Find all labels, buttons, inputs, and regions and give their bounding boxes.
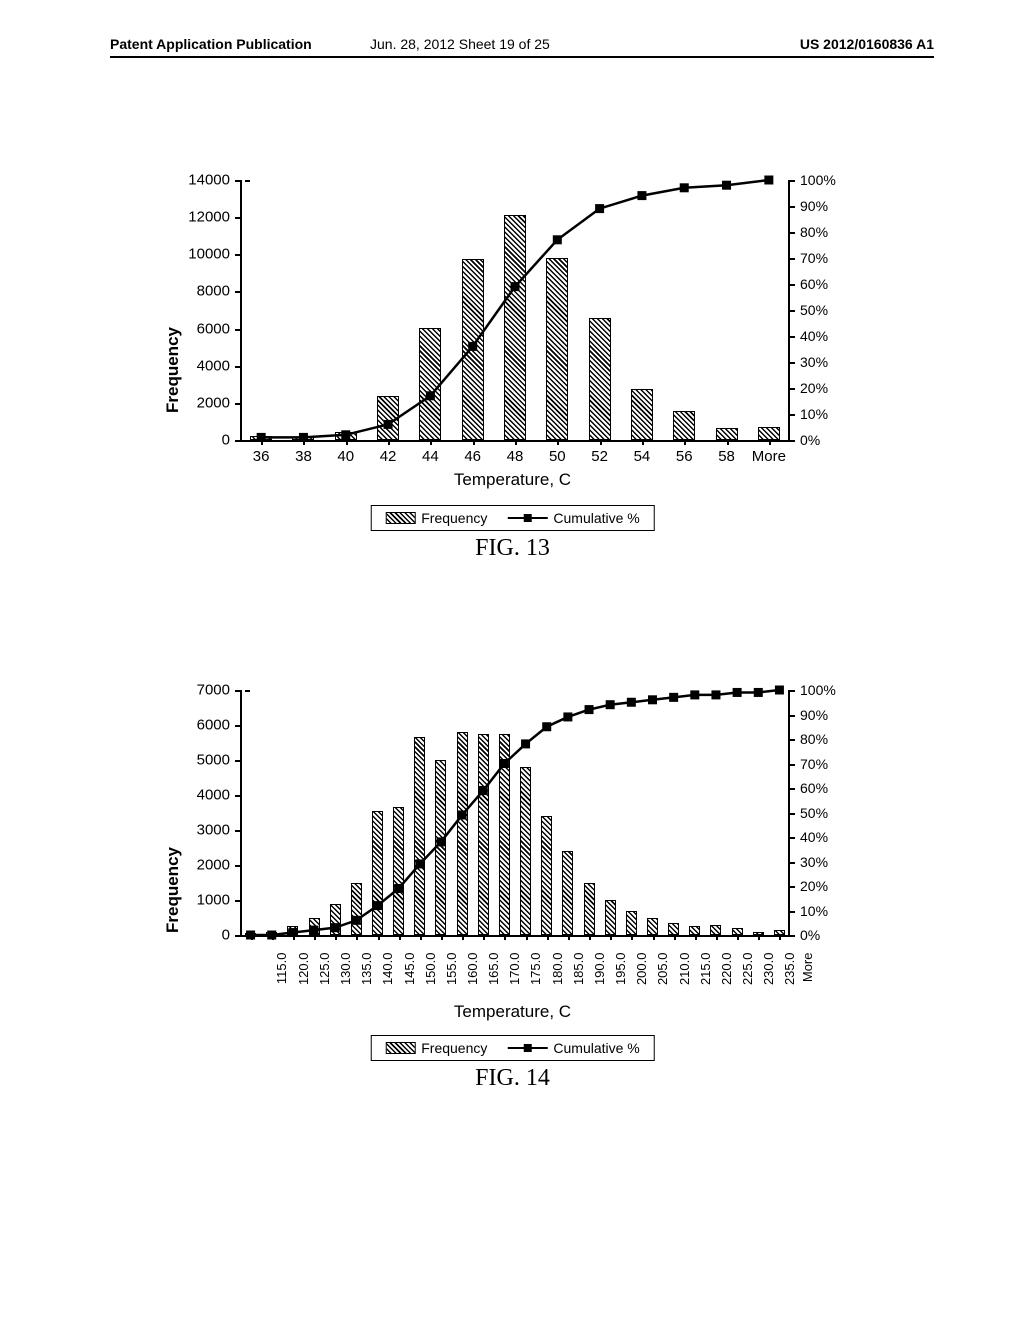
x-tick-label: 225.0: [740, 953, 755, 986]
legend-frequency-label-14: Frequency: [421, 1040, 487, 1056]
x-tick-label: 52: [591, 448, 608, 465]
figure-14-chart: Frequency 010002000300040005000600070000…: [140, 690, 885, 1090]
fig14-x-axis-title: Temperature, C: [454, 1002, 571, 1022]
x-tick-label: 56: [676, 448, 693, 465]
x-tick-label: 195.0: [613, 953, 628, 986]
x-tick-label: 190.0: [592, 953, 607, 986]
figure-13-chart: Frequency 020004000600080001000012000140…: [140, 180, 885, 560]
fig13-caption: FIG. 13: [475, 535, 550, 562]
fig14-legend: Frequency Cumulative %: [370, 1035, 655, 1061]
cumulative-line-svg: [140, 180, 850, 450]
x-tick-label: 215.0: [698, 953, 713, 986]
x-tick-label: 235.0: [782, 953, 797, 986]
x-tick-label: 140.0: [380, 953, 395, 986]
header-date-sheet: Jun. 28, 2012 Sheet 19 of 25: [370, 36, 550, 52]
x-tick-label: 130.0: [338, 953, 353, 986]
x-tick-label: 125.0: [317, 953, 332, 986]
fig13-legend: Frequency Cumulative %: [370, 505, 655, 531]
x-tick-label: More: [752, 448, 786, 465]
x-tick-label: 54: [634, 448, 651, 465]
x-tick-label: 145.0: [402, 953, 417, 986]
fig13-x-axis-title: Temperature, C: [454, 470, 571, 490]
x-tick-label: 160.0: [465, 953, 480, 986]
legend-cumulative-swatch-14: [507, 1047, 547, 1049]
x-tick-label: 150.0: [423, 953, 438, 986]
x-tick-label: 205.0: [655, 953, 670, 986]
x-tick-label: 135.0: [359, 953, 374, 986]
legend-frequency-swatch-14: [385, 1042, 415, 1054]
x-tick-label: 120.0: [296, 953, 311, 986]
x-tick-label: 115.0: [274, 953, 289, 985]
x-tick-label: 200.0: [634, 953, 649, 986]
legend-frequency-swatch: [385, 512, 415, 524]
legend-frequency-14: Frequency: [385, 1040, 487, 1056]
x-tick-label: 38: [295, 448, 312, 465]
header-rule: [110, 56, 934, 58]
legend-cumulative-label-14: Cumulative %: [553, 1040, 639, 1056]
fig14-caption: FIG. 14: [475, 1065, 550, 1092]
x-tick-label: 36: [253, 448, 270, 465]
legend-cumulative-14: Cumulative %: [507, 1040, 639, 1056]
legend-cumulative: Cumulative %: [507, 510, 639, 526]
x-tick-label: 170.0: [507, 953, 522, 986]
legend-frequency: Frequency: [385, 510, 487, 526]
legend-cumulative-swatch: [507, 517, 547, 519]
x-tick-label: 220.0: [719, 953, 734, 986]
x-tick-label: 175.0: [528, 953, 543, 986]
x-tick-label: 165.0: [486, 953, 501, 986]
x-tick-label: More: [801, 953, 816, 983]
x-tick-label: 48: [507, 448, 524, 465]
legend-cumulative-label: Cumulative %: [553, 510, 639, 526]
cumulative-line-svg: [140, 690, 850, 945]
x-tick-label: 230.0: [761, 953, 776, 986]
x-tick-label: 210.0: [677, 953, 692, 986]
x-tick-label: 50: [549, 448, 566, 465]
x-tick-label: 185.0: [571, 953, 586, 986]
x-tick-label: 58: [718, 448, 735, 465]
header-publication: Patent Application Publication: [110, 36, 312, 52]
x-tick-label: 40: [337, 448, 354, 465]
legend-frequency-label: Frequency: [421, 510, 487, 526]
x-tick-label: 180.0: [550, 953, 565, 986]
x-tick-label: 44: [422, 448, 439, 465]
x-tick-label: 46: [464, 448, 481, 465]
x-tick-label: 155.0: [444, 953, 459, 986]
header-patent-number: US 2012/0160836 A1: [800, 36, 934, 52]
x-tick-label: 42: [380, 448, 397, 465]
